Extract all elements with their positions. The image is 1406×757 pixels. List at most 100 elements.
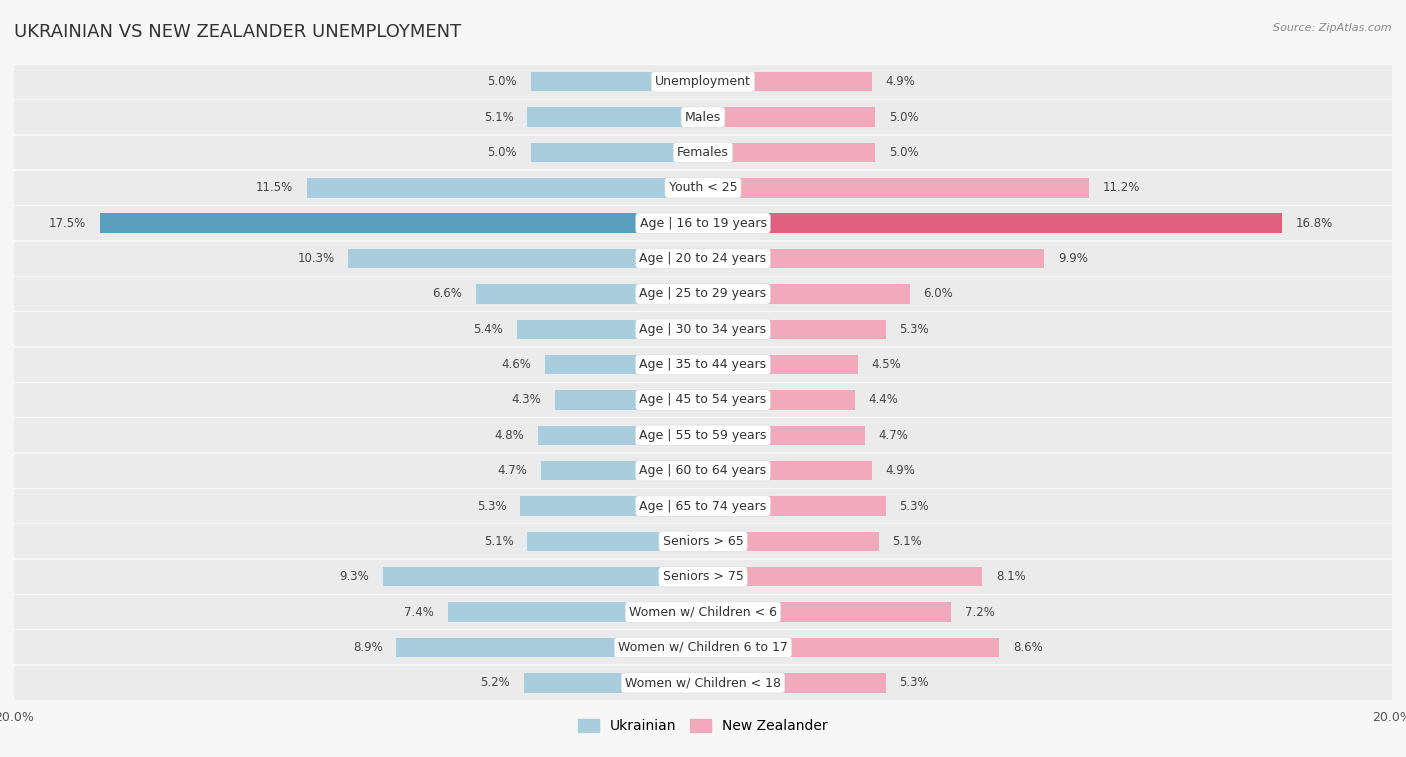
Bar <box>541 461 703 481</box>
Text: 5.3%: 5.3% <box>900 500 929 512</box>
Bar <box>14 453 1392 488</box>
Bar <box>349 249 703 268</box>
Text: 5.0%: 5.0% <box>488 75 517 89</box>
Text: 9.3%: 9.3% <box>339 570 368 583</box>
Text: Source: ZipAtlas.com: Source: ZipAtlas.com <box>1274 23 1392 33</box>
Bar <box>14 136 1392 170</box>
Text: Youth < 25: Youth < 25 <box>669 182 737 195</box>
Text: 17.5%: 17.5% <box>49 217 86 229</box>
Text: Age | 45 to 54 years: Age | 45 to 54 years <box>640 394 766 407</box>
Text: 5.2%: 5.2% <box>481 676 510 690</box>
Bar <box>14 65 1392 98</box>
Text: 5.4%: 5.4% <box>474 322 503 336</box>
Text: Age | 20 to 24 years: Age | 20 to 24 years <box>640 252 766 265</box>
Text: 8.6%: 8.6% <box>1012 641 1043 654</box>
Text: 5.3%: 5.3% <box>900 322 929 336</box>
Text: 11.2%: 11.2% <box>1102 182 1140 195</box>
Bar <box>14 419 1392 452</box>
Bar <box>14 666 1392 699</box>
Text: 5.0%: 5.0% <box>488 146 517 159</box>
Text: Age | 60 to 64 years: Age | 60 to 64 years <box>640 464 766 477</box>
Text: 4.7%: 4.7% <box>498 464 527 477</box>
Bar <box>14 489 1392 523</box>
Text: Age | 25 to 29 years: Age | 25 to 29 years <box>640 288 766 301</box>
Bar <box>703 531 879 551</box>
Text: 5.3%: 5.3% <box>477 500 506 512</box>
Bar <box>544 355 703 374</box>
Bar <box>703 461 872 481</box>
Bar <box>703 567 981 587</box>
Bar <box>14 241 1392 276</box>
Bar <box>703 637 1000 657</box>
Bar <box>520 497 703 516</box>
Text: Age | 30 to 34 years: Age | 30 to 34 years <box>640 322 766 336</box>
Bar <box>527 531 703 551</box>
Bar <box>396 637 703 657</box>
Text: Seniors > 75: Seniors > 75 <box>662 570 744 583</box>
Bar <box>703 143 875 162</box>
Text: 8.9%: 8.9% <box>353 641 382 654</box>
Bar <box>531 143 703 162</box>
Text: 5.1%: 5.1% <box>484 111 513 123</box>
Bar <box>14 171 1392 205</box>
Bar <box>14 559 1392 593</box>
Text: Unemployment: Unemployment <box>655 75 751 89</box>
Bar <box>517 319 703 339</box>
Bar <box>14 595 1392 629</box>
Text: 7.2%: 7.2% <box>965 606 994 618</box>
Text: 4.9%: 4.9% <box>886 75 915 89</box>
Bar <box>555 391 703 410</box>
Bar <box>524 673 703 693</box>
Bar <box>703 355 858 374</box>
Bar <box>703 391 855 410</box>
Text: 7.4%: 7.4% <box>405 606 434 618</box>
Bar <box>14 313 1392 346</box>
Bar <box>703 673 886 693</box>
Bar <box>14 631 1392 665</box>
Text: 4.6%: 4.6% <box>501 358 531 371</box>
Bar <box>703 284 910 304</box>
Text: 8.1%: 8.1% <box>995 570 1025 583</box>
Text: 5.0%: 5.0% <box>889 111 918 123</box>
Bar <box>14 383 1392 417</box>
Text: Males: Males <box>685 111 721 123</box>
Text: 4.7%: 4.7% <box>879 428 908 442</box>
Bar <box>14 525 1392 559</box>
Bar <box>703 603 950 621</box>
Text: Women w/ Children < 18: Women w/ Children < 18 <box>626 676 780 690</box>
Bar <box>382 567 703 587</box>
Text: Age | 16 to 19 years: Age | 16 to 19 years <box>640 217 766 229</box>
Text: 6.0%: 6.0% <box>924 288 953 301</box>
Text: Women w/ Children < 6: Women w/ Children < 6 <box>628 606 778 618</box>
Text: 16.8%: 16.8% <box>1295 217 1333 229</box>
Bar <box>14 100 1392 134</box>
Text: 4.5%: 4.5% <box>872 358 901 371</box>
Text: 4.4%: 4.4% <box>869 394 898 407</box>
Text: Females: Females <box>678 146 728 159</box>
Bar <box>537 425 703 445</box>
Text: Women w/ Children 6 to 17: Women w/ Children 6 to 17 <box>619 641 787 654</box>
Text: 5.0%: 5.0% <box>889 146 918 159</box>
Bar <box>14 347 1392 382</box>
Bar <box>100 213 703 233</box>
Text: 5.1%: 5.1% <box>893 535 922 548</box>
Bar <box>703 107 875 127</box>
Bar <box>14 206 1392 240</box>
Bar <box>703 425 865 445</box>
Text: Seniors > 65: Seniors > 65 <box>662 535 744 548</box>
Bar <box>531 72 703 92</box>
Text: 4.3%: 4.3% <box>512 394 541 407</box>
Text: 5.1%: 5.1% <box>484 535 513 548</box>
Bar <box>307 178 703 198</box>
Bar <box>449 603 703 621</box>
Bar <box>703 213 1282 233</box>
Text: 11.5%: 11.5% <box>256 182 292 195</box>
Text: Age | 55 to 59 years: Age | 55 to 59 years <box>640 428 766 442</box>
Text: 4.8%: 4.8% <box>494 428 524 442</box>
Text: Age | 35 to 44 years: Age | 35 to 44 years <box>640 358 766 371</box>
Bar <box>14 277 1392 311</box>
Text: UKRAINIAN VS NEW ZEALANDER UNEMPLOYMENT: UKRAINIAN VS NEW ZEALANDER UNEMPLOYMENT <box>14 23 461 41</box>
Bar <box>475 284 703 304</box>
Text: 9.9%: 9.9% <box>1057 252 1088 265</box>
Bar <box>703 249 1045 268</box>
